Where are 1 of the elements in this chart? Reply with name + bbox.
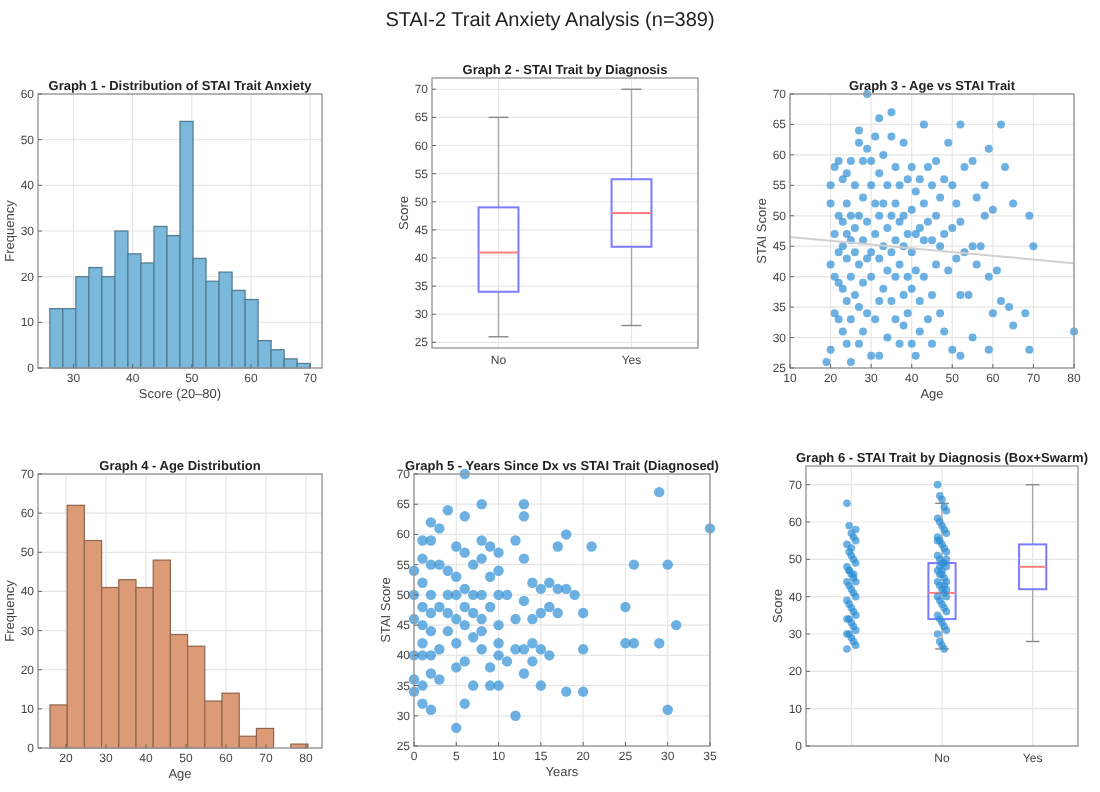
text: STAI-2 Trait Anxiety Analysis (n=389): [385, 10, 715, 32]
